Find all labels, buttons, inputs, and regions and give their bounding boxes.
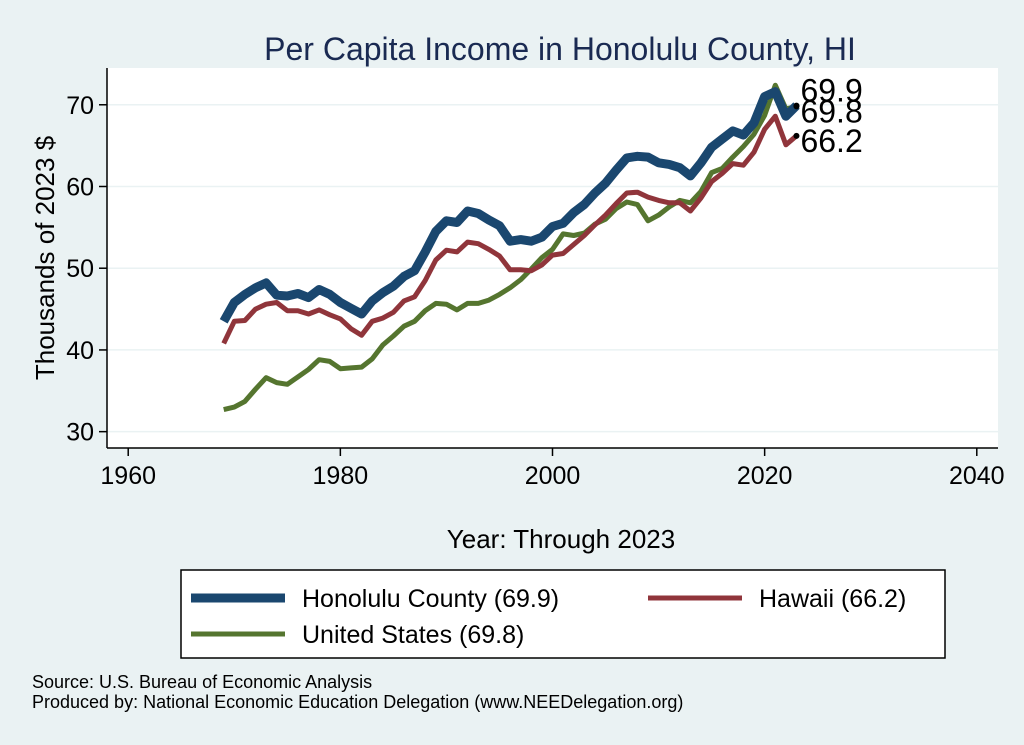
y-tick-label: 40 [66, 337, 94, 365]
legend-box [180, 569, 946, 659]
y-tick-label: 70 [66, 92, 94, 120]
axes: 30 40 50 60 70 1960 1980 2000 2020 2040 [66, 68, 1005, 490]
x-tick-label: 1960 [100, 462, 156, 490]
series-line-united-states [223, 82, 798, 413]
y-tick-label: 50 [66, 255, 94, 283]
y-tick-label: 30 [66, 419, 94, 447]
series-line-honolulu-county [219, 87, 800, 324]
y-tick-label: 60 [66, 173, 94, 201]
end-value-label: 66.2 [800, 123, 862, 159]
end-labels: 69.9 66.269.8 [793, 73, 863, 159]
producer-note: Produced by: National Economic Education… [32, 692, 684, 712]
legend-label: United States (69.8) [302, 621, 524, 649]
chart-title: Per Capita Income in Honolulu County, HI [264, 31, 856, 67]
x-tick-label: 1980 [313, 462, 369, 490]
legend-label: Hawaii (66.2) [759, 585, 906, 613]
end-point-marker [793, 132, 800, 139]
x-tick-label: 2020 [737, 462, 793, 490]
legend: Honolulu County (69.9) Hawaii (66.2) Unite… [191, 585, 906, 649]
series-lines [219, 82, 800, 413]
legend-label: Honolulu County (69.9) [302, 585, 559, 613]
grid-lines [107, 104, 998, 433]
x-axis-title: Year: Through 2023 [447, 524, 675, 554]
end-value-label: 69.9 [800, 73, 862, 109]
end-point-marker [793, 103, 800, 110]
x-tick-label: 2000 [525, 462, 581, 490]
y-axis-title: Thousands of 2023 $ [30, 135, 60, 380]
x-tick-label: 2040 [949, 462, 1005, 490]
end-value-label: 69.8 [800, 93, 862, 129]
source-note: Source: U.S. Bureau of Economic Analysis [32, 672, 373, 692]
series-line-hawaii [221, 113, 799, 345]
